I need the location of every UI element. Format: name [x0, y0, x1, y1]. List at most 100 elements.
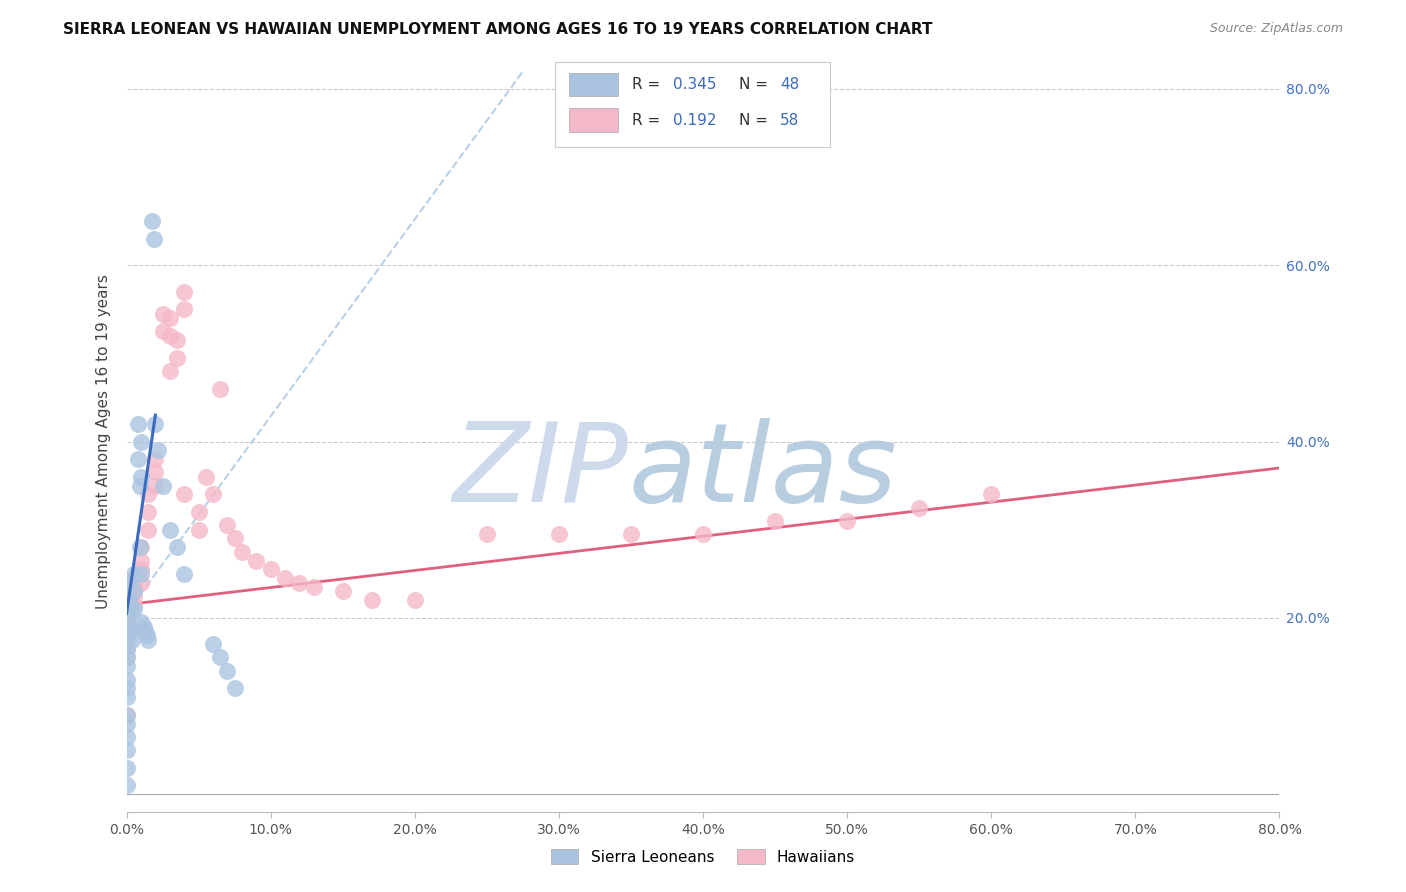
- Point: [127, 417, 149, 431]
- Point: [115, 611, 138, 625]
- Y-axis label: Unemployment Among Ages 16 to 19 years: Unemployment Among Ages 16 to 19 years: [96, 274, 111, 609]
- Text: N =: N =: [740, 112, 773, 128]
- Point: [620, 527, 643, 541]
- Text: 58: 58: [780, 112, 800, 128]
- Point: [115, 681, 138, 696]
- Point: [159, 523, 181, 537]
- Point: [115, 598, 138, 612]
- Point: [166, 541, 188, 555]
- Point: [129, 541, 152, 555]
- Point: [120, 602, 142, 616]
- Point: [136, 523, 159, 537]
- Point: [115, 778, 138, 792]
- Point: [121, 632, 143, 647]
- Point: [475, 527, 498, 541]
- Point: [136, 487, 159, 501]
- Point: [209, 382, 232, 396]
- Point: [360, 593, 382, 607]
- Point: [152, 324, 174, 338]
- Point: [115, 743, 138, 757]
- Point: [224, 681, 246, 696]
- Point: [173, 487, 195, 501]
- Point: [122, 566, 145, 581]
- Point: [115, 589, 138, 603]
- Text: Source: ZipAtlas.com: Source: ZipAtlas.com: [1209, 22, 1343, 36]
- Point: [159, 328, 181, 343]
- Point: [173, 285, 195, 299]
- Point: [145, 478, 166, 492]
- Point: [202, 487, 225, 501]
- Text: 0.192: 0.192: [673, 112, 717, 128]
- Point: [245, 553, 267, 567]
- Point: [835, 514, 858, 528]
- Point: [120, 619, 142, 633]
- Point: [118, 575, 141, 590]
- Point: [302, 580, 325, 594]
- Point: [548, 527, 571, 541]
- Point: [115, 619, 138, 633]
- Text: R =: R =: [633, 112, 665, 128]
- Point: [115, 650, 138, 665]
- Point: [187, 523, 209, 537]
- Point: [908, 500, 931, 515]
- Point: [121, 624, 143, 638]
- Point: [980, 487, 1002, 501]
- FancyBboxPatch shape: [569, 72, 619, 96]
- Point: [145, 452, 166, 467]
- Point: [135, 628, 157, 642]
- Point: [115, 673, 138, 687]
- Point: [118, 593, 141, 607]
- Point: [129, 615, 152, 630]
- Point: [142, 232, 165, 246]
- Point: [129, 553, 152, 567]
- Point: [145, 466, 166, 480]
- Point: [115, 641, 138, 656]
- Point: [115, 707, 138, 722]
- Point: [404, 593, 426, 607]
- Point: [209, 650, 232, 665]
- Point: [122, 589, 145, 603]
- Point: [152, 478, 174, 492]
- Point: [141, 214, 163, 228]
- Point: [231, 545, 253, 559]
- Point: [166, 351, 188, 365]
- Point: [332, 584, 354, 599]
- Point: [115, 615, 138, 630]
- Point: [115, 650, 138, 665]
- Point: [115, 632, 138, 647]
- Point: [763, 514, 786, 528]
- Point: [115, 707, 138, 722]
- Point: [122, 571, 145, 585]
- Point: [259, 562, 281, 576]
- Point: [692, 527, 714, 541]
- Point: [173, 566, 195, 581]
- Point: [122, 598, 145, 612]
- Point: [128, 478, 150, 492]
- Point: [224, 532, 246, 546]
- Point: [115, 624, 138, 638]
- Legend: Sierra Leoneans, Hawaiians: Sierra Leoneans, Hawaiians: [546, 843, 860, 871]
- Point: [115, 690, 138, 705]
- Point: [152, 307, 174, 321]
- Text: atlas: atlas: [628, 417, 897, 524]
- Point: [173, 302, 195, 317]
- Point: [115, 716, 138, 731]
- Point: [145, 417, 166, 431]
- Text: SIERRA LEONEAN VS HAWAIIAN UNEMPLOYMENT AMONG AGES 16 TO 19 YEARS CORRELATION CH: SIERRA LEONEAN VS HAWAIIAN UNEMPLOYMENT …: [63, 22, 932, 37]
- Point: [122, 580, 145, 594]
- Point: [217, 518, 239, 533]
- Point: [136, 505, 159, 519]
- Point: [115, 632, 138, 647]
- Text: R =: R =: [633, 77, 665, 92]
- Point: [217, 664, 239, 678]
- Point: [115, 641, 138, 656]
- Text: N =: N =: [740, 77, 773, 92]
- Point: [122, 584, 145, 599]
- Point: [129, 566, 152, 581]
- Point: [194, 470, 217, 484]
- FancyBboxPatch shape: [569, 108, 619, 132]
- Point: [129, 562, 152, 576]
- Point: [134, 624, 156, 638]
- Point: [115, 761, 138, 775]
- Point: [115, 659, 138, 673]
